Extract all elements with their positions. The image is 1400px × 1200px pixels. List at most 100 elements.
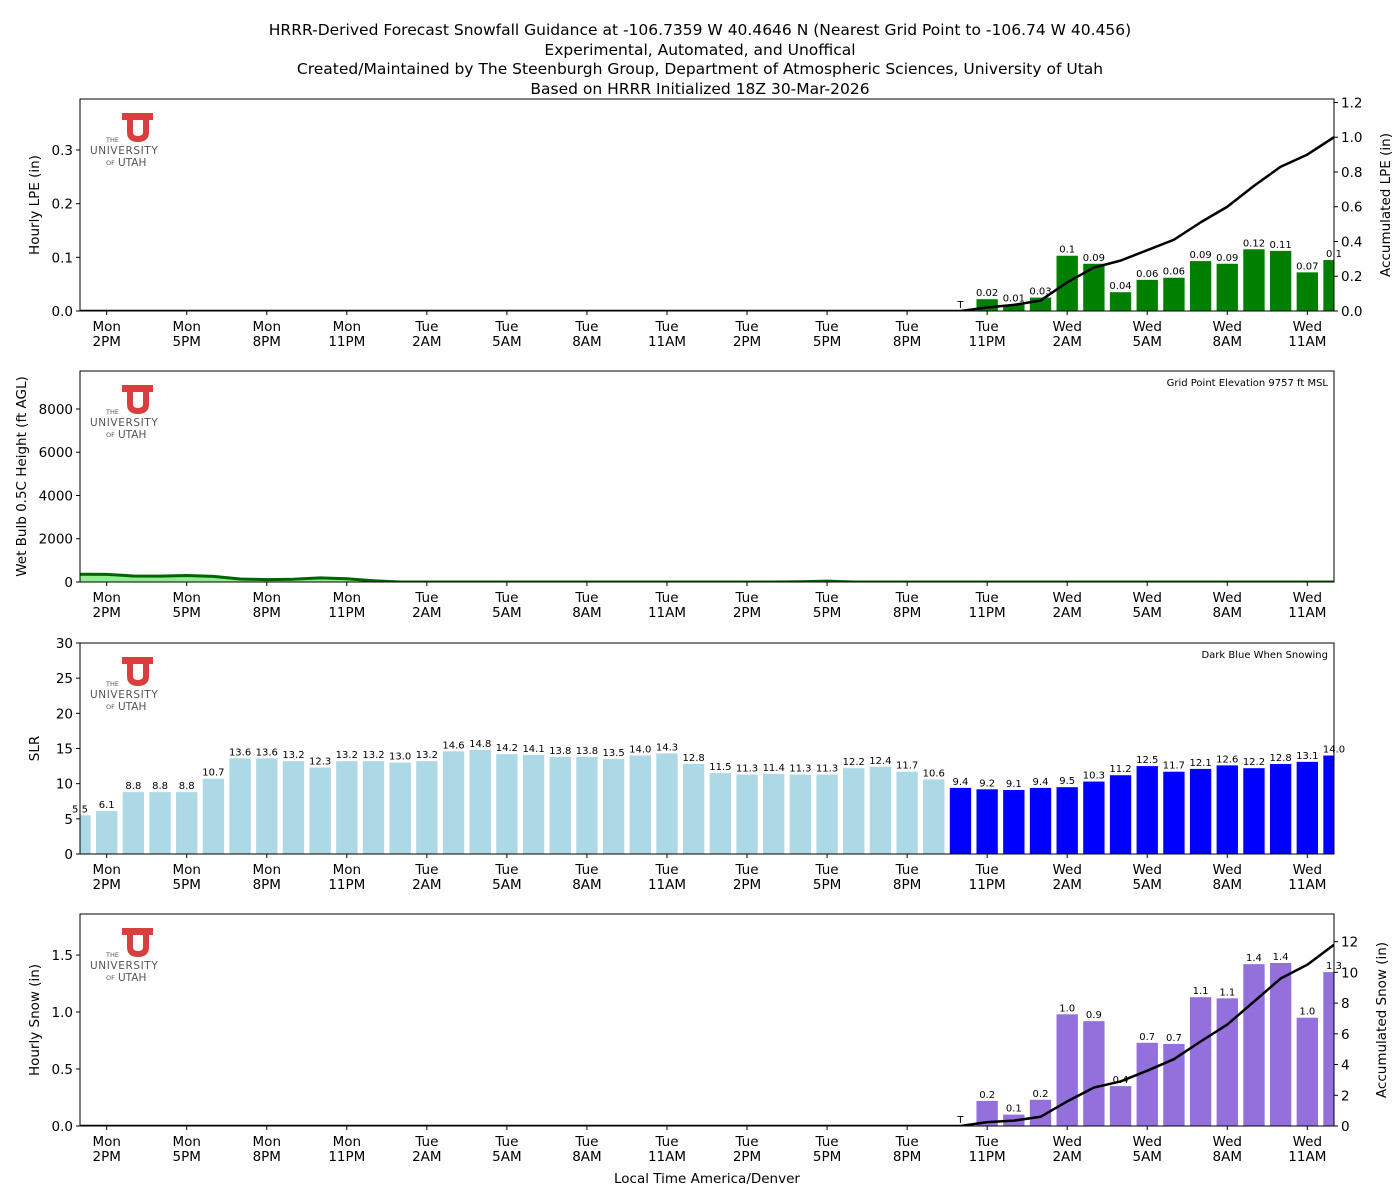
x-tick-label-time: 11AM xyxy=(1288,1149,1326,1165)
x-tick-label-time: 5PM xyxy=(173,605,201,621)
slr-bar xyxy=(122,792,145,854)
x-tick-label-time: 11AM xyxy=(1288,334,1326,350)
logo-u-mark xyxy=(122,928,153,957)
x-tick-label-day: Wed xyxy=(1133,1134,1162,1150)
slr-bar xyxy=(1269,763,1292,854)
hourly-bar xyxy=(1216,998,1238,1126)
slr-bar xyxy=(549,756,571,854)
slr-bar-label: 14.6 xyxy=(442,740,464,751)
x-tick-label-day: Tue xyxy=(734,319,758,335)
x-tick-label-time: 8PM xyxy=(253,1149,281,1165)
hourly-bar-label: 1.1 xyxy=(1193,986,1209,997)
y-right-axis-label: Accumulated Snow (in) xyxy=(1374,942,1390,1098)
slr-bar-label: 12.8 xyxy=(683,753,705,764)
slr-bar-label: 9.5 xyxy=(1059,776,1075,787)
y-right-tick-label: 0.0 xyxy=(1341,304,1362,320)
x-tick-label-day: Wed xyxy=(1213,1134,1242,1150)
slr-bar-label: 12.2 xyxy=(1243,757,1265,768)
y-tick-label: 0.1 xyxy=(52,250,73,266)
x-tick-label-time: 11PM xyxy=(969,605,1006,621)
x-tick-label-time: 8PM xyxy=(893,877,921,893)
hourly-bar xyxy=(1136,279,1158,311)
slr-bar xyxy=(682,763,705,854)
y-right-tick-label: 8 xyxy=(1341,996,1350,1012)
title-line-1: HRRR-Derived Forecast Snowfall Guidance … xyxy=(268,21,1132,39)
y-right-tick-label: 6 xyxy=(1341,1027,1350,1043)
slr-bar-label: 10.3 xyxy=(1083,771,1105,782)
hourly-bar xyxy=(976,1100,998,1126)
logo-u-mark xyxy=(122,657,153,686)
accumulated-line xyxy=(80,136,1334,311)
hourly-bar xyxy=(1269,250,1292,311)
y-right-tick-label: 0.8 xyxy=(1341,165,1362,181)
wet-bulb-area xyxy=(80,574,1334,582)
y-tick-label: 10 xyxy=(56,777,73,793)
logo-text-university: UNIVERSITY xyxy=(90,689,158,701)
y-right-tick-label: 4 xyxy=(1341,1058,1350,1074)
slr-bar-label: 12.1 xyxy=(1189,758,1211,769)
slr-bar xyxy=(282,761,305,854)
hourly-bar-label: 1.4 xyxy=(1273,952,1289,963)
x-tick-label-time: 11AM xyxy=(648,605,686,621)
slr-bar xyxy=(1003,789,1025,854)
y-tick-label: 0 xyxy=(64,847,73,863)
y-tick-label: 6000 xyxy=(39,445,73,461)
x-tick-label-time: 2PM xyxy=(92,1149,120,1165)
x-tick-label-time: 8AM xyxy=(572,877,601,893)
hourly-bar xyxy=(1056,1014,1078,1126)
hourly-bar xyxy=(1083,263,1105,311)
y-axis-label: Hourly LPE (in) xyxy=(27,155,43,255)
slr-bar-label: 12.3 xyxy=(309,756,331,767)
x-tick-label-time: 2AM xyxy=(412,877,441,893)
x-tick-label-day: Tue xyxy=(574,862,598,878)
x-tick-label-day: Tue xyxy=(815,862,839,878)
slr-bar xyxy=(709,773,732,854)
y-right-tick-label: 10 xyxy=(1341,965,1358,981)
x-tick-label-time: 5PM xyxy=(813,877,841,893)
hourly-bar-label: 1.0 xyxy=(1059,1003,1075,1014)
x-tick-label-time: 8AM xyxy=(572,605,601,621)
x-tick-label-day: Tue xyxy=(734,590,758,606)
x-tick-label-time: 2AM xyxy=(412,334,441,350)
y-tick-label: 0.0 xyxy=(52,304,73,320)
logo-text-the: THE xyxy=(105,680,119,688)
plot-area xyxy=(80,943,1334,1126)
hourly-bar xyxy=(1243,964,1265,1126)
hourly-bar xyxy=(1163,277,1185,311)
slr-bar xyxy=(362,761,385,854)
slr-bar xyxy=(1243,768,1265,854)
slr-bar-label: 9.4 xyxy=(953,777,969,788)
x-tick-label-day: Tue xyxy=(494,590,518,606)
x-tick-label-time: 5AM xyxy=(492,334,521,350)
slr-bar-label: 13.5 xyxy=(602,748,624,759)
logo-text-university: UNIVERSITY xyxy=(90,417,158,429)
slr-bar-label: 13.2 xyxy=(282,750,304,761)
x-tick-label-time: 5PM xyxy=(813,605,841,621)
x-tick-label-time: 5PM xyxy=(173,877,201,893)
hourly-bar-label: 0.06 xyxy=(1136,269,1158,280)
slr-bar xyxy=(789,774,812,854)
x-tick-label-day: Tue xyxy=(975,590,999,606)
slr-bar-label: 12.6 xyxy=(1216,754,1238,765)
slr-bar xyxy=(229,758,251,854)
x-tick-label-day: Tue xyxy=(815,590,839,606)
x-tick-label-time: 8PM xyxy=(893,334,921,350)
slr-bar-label: 11.3 xyxy=(736,764,758,775)
x-tick-label-day: Mon xyxy=(253,1134,281,1150)
axes-frame xyxy=(79,98,1335,312)
slr-bar xyxy=(656,753,678,854)
logo-text-utah: UTAH xyxy=(118,157,146,169)
logo-text-of: OF xyxy=(106,703,115,711)
x-tick-label-day: Mon xyxy=(333,1134,361,1150)
slr-bar-label: 14.1 xyxy=(522,744,544,755)
slr-bar xyxy=(1109,775,1132,854)
y-right-tick-label: 0.6 xyxy=(1341,200,1362,216)
slr-bar xyxy=(1216,765,1238,854)
hourly-bar xyxy=(1296,1017,1318,1126)
x-tick-label-time: 11PM xyxy=(328,334,365,350)
x-tick-label-day: Mon xyxy=(253,862,281,878)
x-tick-label-day: Tue xyxy=(574,319,598,335)
x-tick-label-time: 5AM xyxy=(1132,605,1161,621)
x-tick-label-day: Tue xyxy=(414,590,438,606)
y-tick-label: 8000 xyxy=(39,402,73,418)
